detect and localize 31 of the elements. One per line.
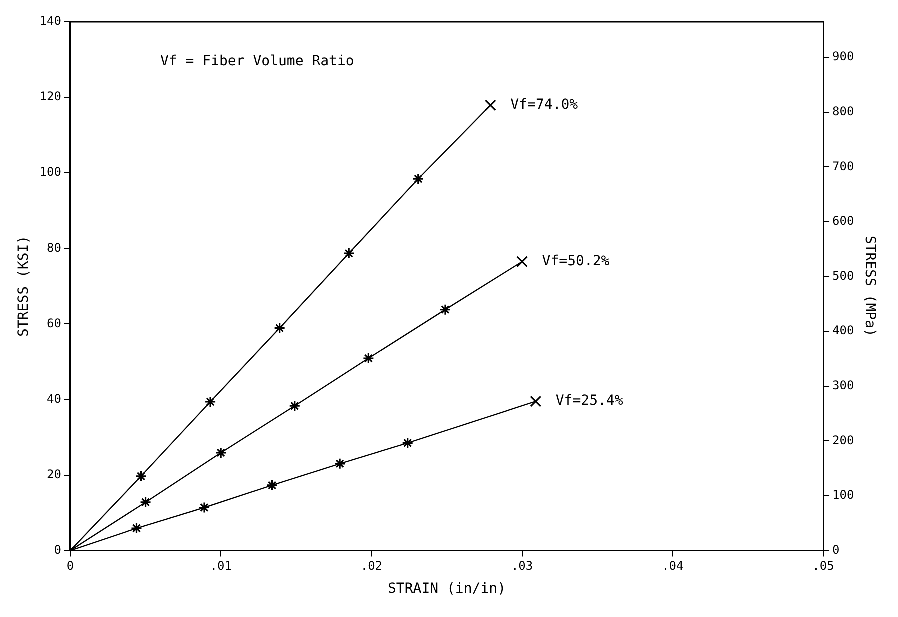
y-tick-label: 80 — [47, 240, 62, 255]
x-tick-label: .01 — [210, 559, 232, 574]
x-tick-label: .05 — [812, 559, 834, 574]
y-axis-title: STRESS (KSI) — [16, 236, 32, 337]
y2-tick-label: 200 — [832, 433, 854, 448]
y2-axis-title: STRESS (MPa) — [862, 236, 878, 337]
y2-tick-label: 300 — [832, 378, 854, 393]
y-tick-label: 60 — [47, 316, 62, 330]
annotation: Vf = Fiber Volume Ratio — [160, 54, 354, 70]
y2-tick-label: 600 — [832, 214, 854, 228]
y-tick-label: 20 — [47, 467, 62, 482]
y2-tick-label: 0 — [832, 542, 840, 557]
y2-tick-label: 100 — [832, 488, 854, 502]
y2-tick-label: 900 — [832, 50, 854, 64]
y2-tick-label: 800 — [832, 104, 854, 119]
x-tick-label: .02 — [360, 559, 383, 574]
x-tick-label: .04 — [662, 559, 684, 574]
x-axis-title: STRAIN (in/in) — [388, 581, 506, 598]
x-tick-label: .03 — [511, 559, 534, 574]
y-tick-label: 40 — [47, 392, 62, 406]
annotation: Vf=74.0% — [510, 97, 579, 114]
y2-tick-label: 700 — [832, 159, 854, 174]
y2-tick-label: 400 — [832, 324, 854, 338]
y-tick-label: 0 — [54, 542, 62, 557]
y2-tick-label: 500 — [832, 268, 854, 283]
annotation: Vf=50.2% — [542, 253, 610, 270]
y-tick-label: 120 — [40, 90, 62, 104]
annotation: Vf=25.4% — [556, 393, 624, 410]
x-tick-label: 0 — [66, 559, 74, 574]
y-tick-label: 100 — [40, 165, 62, 180]
y-tick-label: 140 — [40, 14, 62, 28]
